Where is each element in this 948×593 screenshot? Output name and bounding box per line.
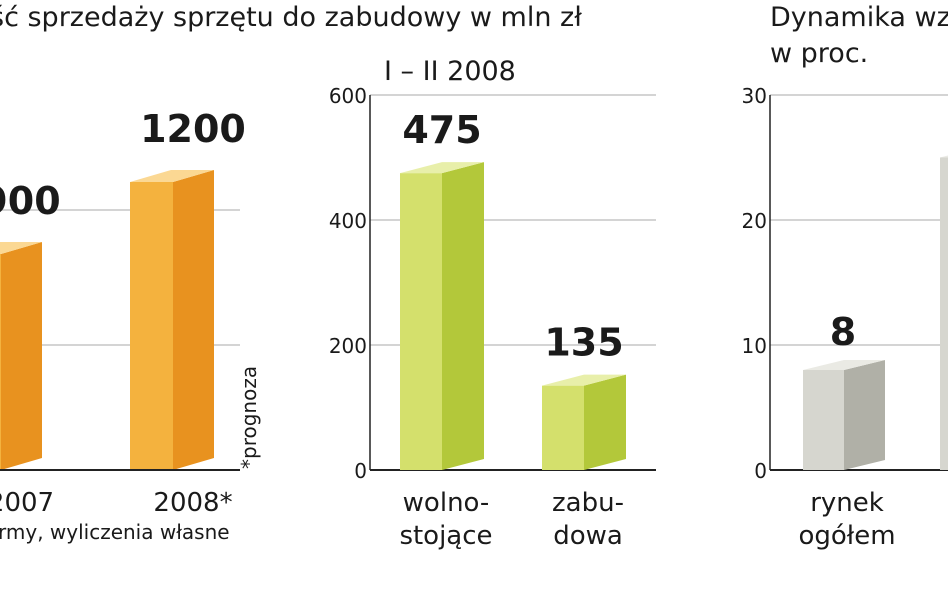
x-tick-label: stojące — [399, 521, 492, 551]
data-label: 135 — [544, 321, 623, 365]
y-tick-label: 0 — [754, 459, 767, 483]
y-tick-label: 20 — [742, 209, 767, 233]
bar-rynek-ogolem-front — [803, 370, 844, 470]
y-tick-label: 30 — [742, 84, 767, 108]
x-tick-label: ogółem — [798, 521, 895, 551]
bar-zabudowa-top — [542, 374, 626, 386]
bar-2007-side — [1, 242, 42, 470]
bar-wolnostojace-front — [400, 173, 442, 470]
y-tick-label: 0 — [354, 459, 367, 483]
bar-2008-side — [173, 170, 214, 470]
bar-rynek-ogolem-side — [844, 360, 885, 470]
x-tick-label: 2008* — [153, 488, 232, 518]
x-tick-label: dowa — [553, 521, 623, 551]
x-tick-label: wolno- — [403, 488, 490, 518]
bar-zabudowa-side — [584, 374, 626, 470]
bar-wolnostojace-side — [442, 162, 484, 470]
right-chart-title: Dynamika wz — [770, 2, 948, 33]
bar-rynek-ogolem-top — [803, 360, 885, 370]
data-label: 8 — [830, 310, 856, 354]
y-tick-label: 400 — [329, 209, 367, 233]
bar-2008-front — [130, 182, 173, 470]
x-tick-label: 2007 — [0, 488, 54, 518]
bar-zabudowa-front — [542, 385, 584, 470]
bar-2007-top — [0, 242, 42, 254]
source-footnote: rmy, wyliczenia własne — [0, 520, 230, 544]
chart-title: ść sprzedaży sprzętu do zabudowy w mln z… — [0, 2, 582, 33]
x-tick-label: rynek — [810, 488, 884, 518]
data-label: 1200 — [140, 107, 246, 151]
bar-z-front — [940, 157, 948, 470]
bar-2007-front — [0, 254, 1, 470]
bar-2008-top — [130, 170, 214, 182]
x-tick-label: zabu- — [552, 488, 624, 518]
data-label: 475 — [402, 108, 481, 152]
y-tick-label: 200 — [329, 334, 367, 358]
y-tick-label: 600 — [329, 84, 367, 108]
right-chart-unit: w proc. — [770, 38, 869, 69]
bar-z-top — [940, 155, 948, 158]
data-label: 900 — [0, 179, 61, 223]
y-tick-label: 10 — [742, 334, 767, 358]
panel2-subtitle: I – II 2008 — [384, 56, 516, 87]
bar-wolnostojace-top — [400, 162, 484, 174]
